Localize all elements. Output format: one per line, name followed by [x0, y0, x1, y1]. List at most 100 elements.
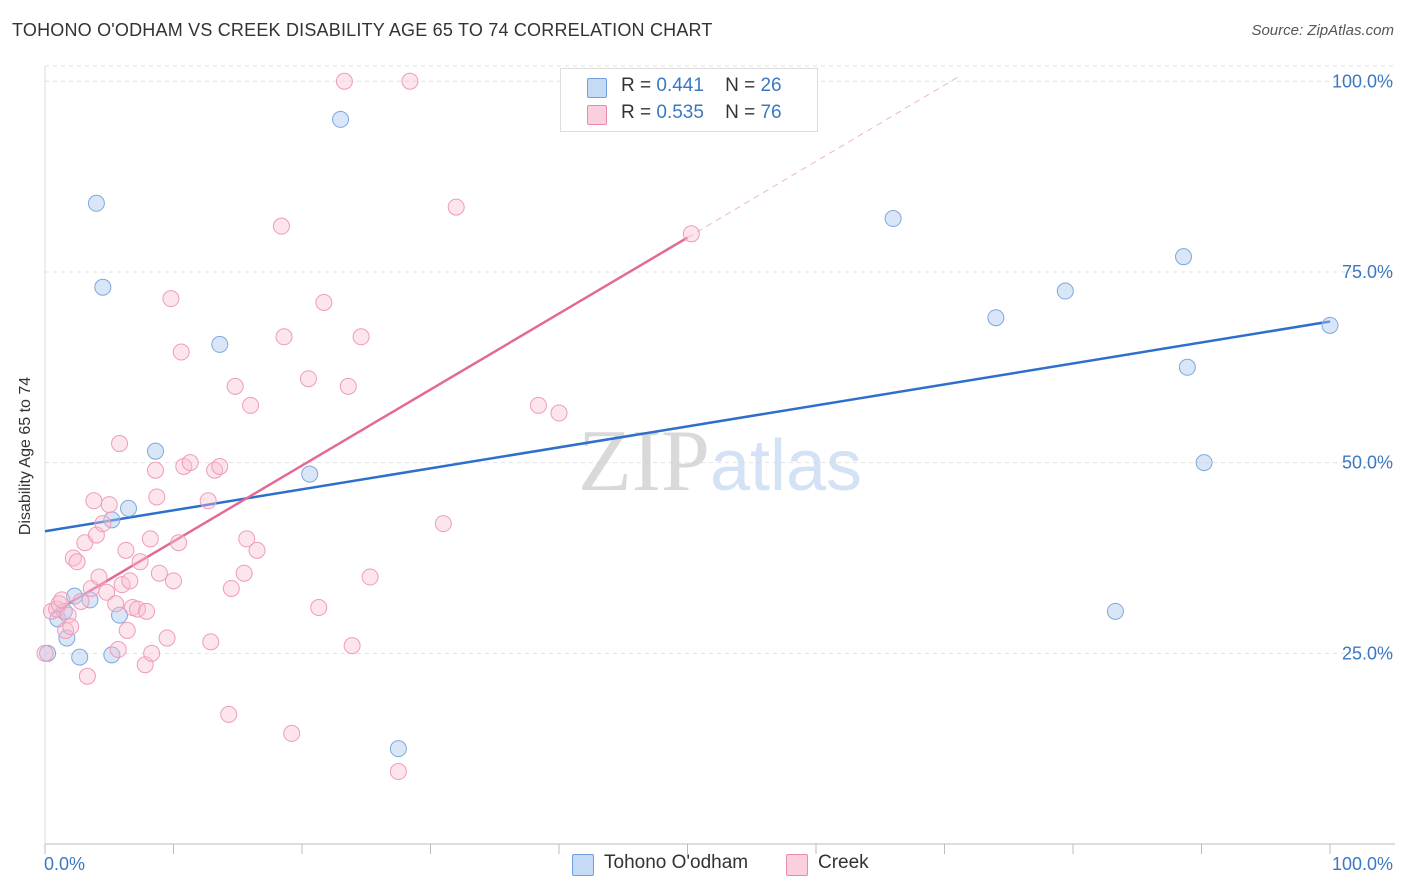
point-creek [220, 705, 238, 723]
point-creek [335, 72, 353, 90]
point-creek [111, 435, 129, 453]
point-tohono [1178, 358, 1196, 376]
point-creek [53, 591, 71, 609]
point-creek [107, 595, 125, 613]
point-tohono [987, 309, 1005, 327]
point-creek [172, 343, 190, 361]
point-creek [199, 492, 217, 510]
grid-lines [45, 65, 1395, 654]
point-creek [109, 641, 127, 658]
point-tohono [111, 606, 129, 624]
point-creek [131, 553, 149, 571]
legend-text-creek: R = 0.535 N = 76 [621, 102, 782, 123]
point-creek [434, 515, 452, 533]
point-creek [235, 564, 253, 582]
point-creek [447, 198, 465, 216]
point-creek [162, 290, 180, 308]
point-creek [352, 328, 370, 346]
point-creek [226, 377, 244, 395]
point-creek [143, 644, 161, 662]
point-tohono [1106, 602, 1124, 620]
legend-swatch-creek [587, 105, 607, 125]
point-creek [389, 763, 407, 781]
bottom-legend-swatch-tohono [572, 854, 594, 876]
point-creek [283, 724, 301, 742]
point-creek [401, 72, 419, 90]
point-creek [361, 568, 379, 586]
correlation-legend: R = 0.441 N = 26 R = 0.535 N = 76 [560, 68, 818, 132]
data-points [36, 72, 1339, 781]
point-creek [121, 572, 139, 590]
point-creek [72, 592, 90, 610]
point-creek [62, 618, 80, 636]
point-creek [36, 644, 54, 662]
legend-n-tohono: 26 [760, 75, 782, 96]
point-creek [248, 541, 266, 559]
tick-labels: 25.0% 50.0% 75.0% 100.0% 0.0% 100.0% [44, 71, 1393, 874]
point-tohono [1195, 454, 1213, 472]
point-tohono [389, 740, 407, 758]
point-creek [315, 293, 333, 311]
trend-lines [44, 77, 1331, 615]
point-creek [339, 377, 357, 395]
bottom-legend-label-creek: Creek [818, 852, 869, 873]
trend-line-creek [50, 236, 689, 615]
point-creek [147, 461, 165, 479]
point-tohono [884, 210, 902, 228]
point-creek [211, 457, 229, 475]
chart-title: TOHONO O'ODHAM VS CREEK DISABILITY AGE 6… [12, 20, 713, 40]
point-creek [158, 629, 176, 647]
point-creek [98, 583, 116, 601]
point-creek [310, 599, 328, 617]
bottom-legend-swatch-creek [786, 854, 808, 876]
point-creek [272, 217, 290, 235]
point-creek [343, 637, 361, 655]
point-creek [113, 576, 131, 594]
source-label: Source: ZipAtlas.com [1251, 22, 1394, 39]
point-creek [181, 454, 199, 472]
point-creek [148, 488, 166, 506]
point-creek [85, 492, 103, 510]
y-tick-label: 100.0% [1332, 71, 1393, 91]
y-tick-label: 50.0% [1342, 453, 1393, 473]
point-creek [682, 225, 700, 243]
point-creek [222, 579, 240, 597]
point-creek [94, 515, 112, 533]
legend-r-tohono: 0.441 [656, 75, 704, 96]
legend-text-tohono: R = 0.441 N = 26 [621, 75, 782, 96]
point-creek [150, 564, 168, 582]
axes [44, 66, 1395, 854]
point-creek [118, 621, 136, 639]
point-creek [299, 370, 317, 388]
point-tohono [87, 194, 105, 212]
point-creek [202, 633, 220, 651]
point-tohono [1056, 282, 1074, 300]
point-creek [68, 553, 86, 571]
legend-r-creek: 0.535 [656, 102, 704, 123]
point-creek [90, 568, 108, 586]
legend-swatch-tohono [587, 78, 607, 98]
point-tohono [332, 110, 350, 128]
point-creek [100, 496, 118, 514]
point-creek [138, 602, 156, 620]
point-tohono [1321, 316, 1339, 334]
point-tohono [211, 335, 229, 353]
legend-n-creek: 76 [760, 102, 782, 123]
watermark: ZIPatlas [578, 413, 862, 510]
point-creek [141, 530, 159, 548]
point-creek [78, 667, 96, 685]
point-tohono [120, 499, 138, 517]
point-creek [238, 530, 256, 548]
point-tohono [71, 648, 89, 666]
point-creek [275, 328, 293, 346]
point-tohono [147, 442, 165, 460]
x-tick-label: 0.0% [44, 854, 85, 874]
trend-line-tohono [44, 320, 1331, 533]
point-tohono [301, 465, 319, 483]
point-creek [550, 404, 568, 422]
trend-extension [687, 77, 958, 239]
point-tohono [94, 278, 112, 296]
point-creek [117, 541, 135, 559]
y-tick-label: 75.0% [1342, 262, 1393, 282]
